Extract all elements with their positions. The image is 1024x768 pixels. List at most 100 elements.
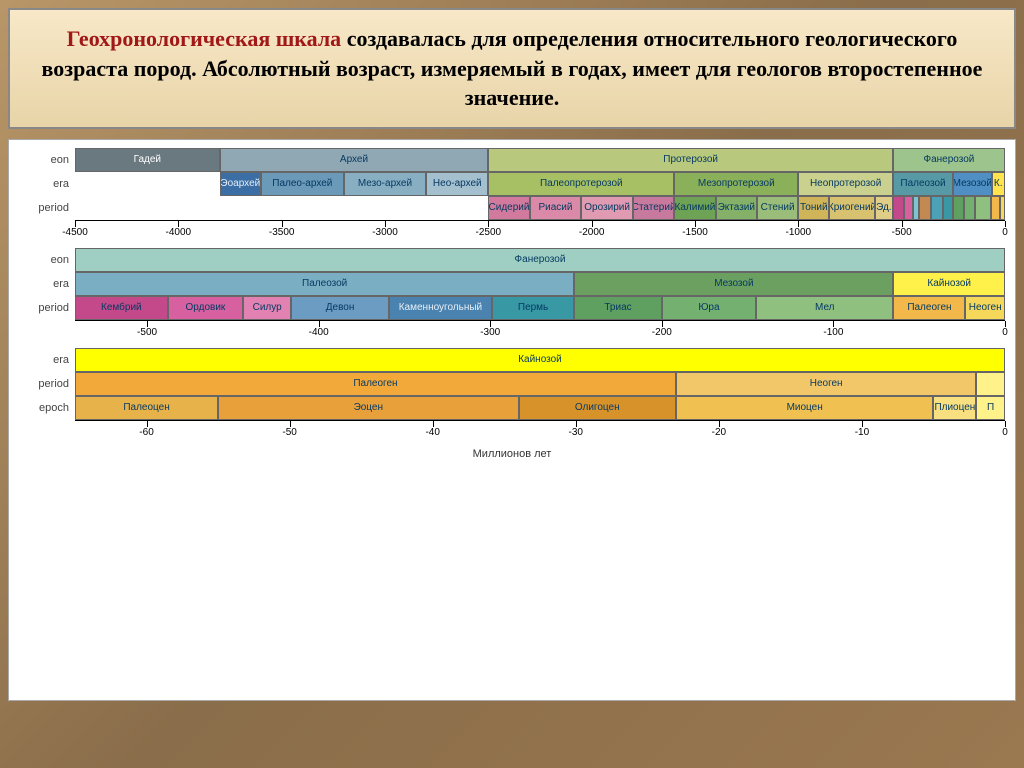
segment bbox=[953, 196, 964, 220]
segment: Неопротерозой bbox=[798, 172, 893, 196]
axis-row: -500-400-300-200-1000 bbox=[19, 320, 1005, 346]
tick-label: -30 bbox=[569, 427, 583, 438]
row-period: periodСидерийРиасийОрозирийСтатерийКалим… bbox=[19, 196, 1005, 220]
segment: Риасий bbox=[530, 196, 582, 220]
segment: Эоцен bbox=[218, 396, 518, 420]
segment: Палеоцен bbox=[75, 396, 218, 420]
axis-area: -500-400-300-200-1000 bbox=[75, 320, 1005, 346]
segment bbox=[1000, 196, 1005, 220]
segment: Пермь bbox=[492, 296, 574, 320]
segment bbox=[976, 372, 1005, 396]
segment bbox=[919, 196, 931, 220]
tick-label: -500 bbox=[892, 227, 912, 238]
segment bbox=[991, 196, 1000, 220]
row-eon: eonФанерозой bbox=[19, 248, 1005, 272]
slide-frame: Геохронологическая шкала создавалась для… bbox=[0, 0, 1024, 768]
bar-area: ЭоархейПалео-архейМезо-архейНео-архейПал… bbox=[75, 172, 1005, 196]
bar-area: ПалеозойМезозойКайнозой bbox=[75, 272, 1005, 296]
segment: Палеозой bbox=[75, 272, 574, 296]
bar-area: ПалеогенНеоген bbox=[75, 372, 1005, 396]
tick-label: -200 bbox=[652, 327, 672, 338]
bar-area: ПалеоценЭоценОлигоценМиоценПлиоценП bbox=[75, 396, 1005, 420]
segment bbox=[904, 196, 913, 220]
segment: Калимий bbox=[674, 196, 715, 220]
segment bbox=[975, 196, 992, 220]
axis-area: -60-50-40-30-20-100 bbox=[75, 420, 1005, 446]
tick-label: -40 bbox=[425, 427, 439, 438]
tick-label: -60 bbox=[139, 427, 153, 438]
tick-label: 0 bbox=[1002, 427, 1008, 438]
row-epoch: epochПалеоценЭоценОлигоценМиоценПлиоценП bbox=[19, 396, 1005, 420]
title-highlight: Геохронологическая шкала bbox=[67, 26, 342, 51]
segment bbox=[75, 172, 220, 196]
row-era: eraЭоархейПалео-архейМезо-архейНео-архей… bbox=[19, 172, 1005, 196]
segment: Миоцен bbox=[676, 396, 934, 420]
axis-row: -60-50-40-30-20-100 bbox=[19, 420, 1005, 446]
segment bbox=[75, 196, 488, 220]
bar-area: ГадейАрхейПротерозойФанерозой bbox=[75, 148, 1005, 172]
segment: Тоний bbox=[798, 196, 829, 220]
segment bbox=[893, 196, 904, 220]
segment: Мезозой bbox=[574, 272, 893, 296]
tick-label: -4500 bbox=[62, 227, 88, 238]
tick-label: -500 bbox=[137, 327, 157, 338]
segment: Мел bbox=[756, 296, 893, 320]
segment: Гадей bbox=[75, 148, 220, 172]
panel-0: eonГадейАрхейПротерозойФанерозойeraЭоарх… bbox=[19, 148, 1005, 246]
row-era: eraПалеозойМезозойКайнозой bbox=[19, 272, 1005, 296]
segment: Неоген bbox=[676, 372, 976, 396]
row-label: eon bbox=[19, 154, 75, 166]
row-eon: eonГадейАрхейПротерозойФанерозой bbox=[19, 148, 1005, 172]
tick-label: -2500 bbox=[476, 227, 502, 238]
axis-area: -4500-4000-3500-3000-2500-2000-1500-1000… bbox=[75, 220, 1005, 246]
chart-container: eonГадейАрхейПротерозойФанерозойeraЭоарх… bbox=[8, 139, 1016, 701]
panel-1: eonФанерозойeraПалеозойМезозойКайнозойpe… bbox=[19, 248, 1005, 346]
segment: Мезо-архей bbox=[344, 172, 427, 196]
segment: Протерозой bbox=[488, 148, 893, 172]
segment: Палеозой bbox=[893, 172, 953, 196]
segment: Криогений bbox=[829, 196, 874, 220]
row-period: periodПалеогенНеоген bbox=[19, 372, 1005, 396]
segment: Мезопротерозой bbox=[674, 172, 798, 196]
segment: Фанерозой bbox=[75, 248, 1005, 272]
segment: Нео-архей bbox=[426, 172, 488, 196]
segment: Триас bbox=[574, 296, 662, 320]
row-label: period bbox=[19, 202, 75, 214]
bar-area: КембрийОрдовикСилурДевонКаменноугольныйП… bbox=[75, 296, 1005, 320]
tick-label: -3000 bbox=[372, 227, 398, 238]
segment: Эктазий bbox=[716, 196, 757, 220]
row-period: periodКембрийОрдовикСилурДевонКаменноуго… bbox=[19, 296, 1005, 320]
row-label: epoch bbox=[19, 402, 75, 414]
segment: Фанерозой bbox=[893, 148, 1005, 172]
segment: Архей bbox=[220, 148, 489, 172]
bar-area: Кайнозой bbox=[75, 348, 1005, 372]
axis-caption: Миллионов лет bbox=[19, 448, 1005, 460]
segment: Юра bbox=[662, 296, 756, 320]
tick-label: -3500 bbox=[269, 227, 295, 238]
segment: П bbox=[976, 396, 1005, 420]
segment: Стений bbox=[757, 196, 798, 220]
segment: Олигоцен bbox=[519, 396, 676, 420]
segment: Кембрий bbox=[75, 296, 168, 320]
tick-label: -10 bbox=[855, 427, 869, 438]
tick-label: -2000 bbox=[579, 227, 605, 238]
tick-label: -1500 bbox=[682, 227, 708, 238]
segment: Палеоген bbox=[893, 296, 965, 320]
row-label: era bbox=[19, 278, 75, 290]
segment: К. bbox=[992, 172, 1005, 196]
segment bbox=[931, 196, 943, 220]
tick-label: -400 bbox=[309, 327, 329, 338]
segment: Девон bbox=[291, 296, 389, 320]
segment: Эд. bbox=[875, 196, 893, 220]
segment: Статерий bbox=[633, 196, 674, 220]
row-label: era bbox=[19, 354, 75, 366]
row-label: eon bbox=[19, 254, 75, 266]
tick-label: 0 bbox=[1002, 227, 1008, 238]
segment: Сидерий bbox=[488, 196, 529, 220]
segment: Кайнозой bbox=[893, 272, 1005, 296]
segment: Каменноугольный bbox=[389, 296, 492, 320]
tick-label: -4000 bbox=[166, 227, 192, 238]
segment: Палеопротерозой bbox=[488, 172, 674, 196]
tick-label: -300 bbox=[480, 327, 500, 338]
tick-label: -20 bbox=[712, 427, 726, 438]
